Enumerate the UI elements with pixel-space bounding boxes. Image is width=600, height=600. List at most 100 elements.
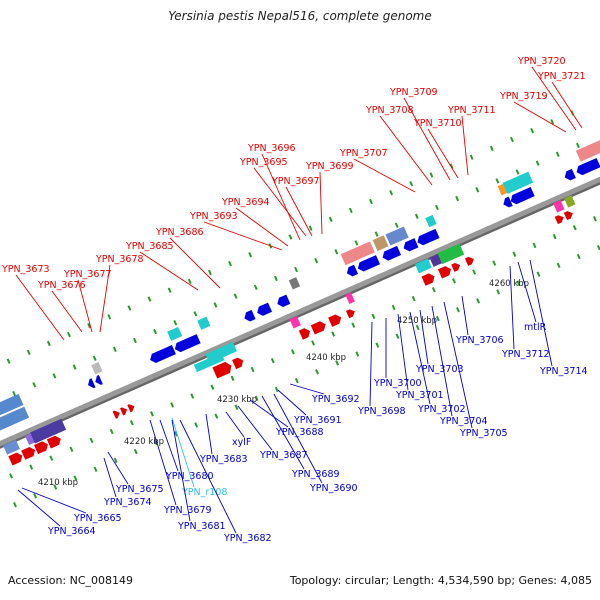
gene-block (205, 342, 237, 364)
gene-label: YPN_3679 (163, 505, 212, 516)
grid-dot (193, 311, 198, 317)
leader-line (99, 264, 111, 333)
grid-dot (187, 278, 192, 285)
gene-arrow (112, 410, 120, 419)
grid-dot (512, 251, 517, 257)
gene-arrow (357, 255, 381, 272)
blue-gene (244, 309, 256, 322)
grid-dot (374, 231, 379, 237)
grid-dot (254, 395, 259, 402)
leader-line (179, 419, 237, 534)
grid-dot (49, 455, 54, 461)
grid-dot (496, 289, 501, 295)
gene-block (167, 326, 183, 341)
grid-dot (113, 457, 118, 464)
red-gene (554, 215, 564, 225)
gene-label: YPN_3703 (415, 364, 464, 375)
gene-block (437, 243, 465, 265)
grid-dot (274, 386, 279, 393)
grid-dot (452, 278, 456, 284)
leader-line (237, 405, 273, 451)
grid-dot (469, 154, 474, 160)
gene-block (575, 139, 600, 162)
grid-dot (233, 293, 238, 299)
leader-line (261, 153, 301, 241)
grid-dot (308, 225, 313, 231)
gene-block (197, 316, 211, 330)
grid-dot (173, 320, 178, 326)
leader-line (531, 66, 577, 131)
tick-label: 4260 kbp (489, 279, 529, 289)
grid-dot (153, 328, 158, 335)
gene-label: YPN_3699 (305, 161, 354, 172)
grid-dot (475, 187, 480, 193)
leader-line (403, 97, 451, 181)
grid-dot (290, 349, 295, 355)
blue-gene (346, 264, 359, 277)
gene-label: YPN_3720 (517, 56, 566, 67)
blue-gene (417, 228, 440, 246)
grid-dot (414, 213, 419, 220)
grid-dot (147, 296, 152, 302)
red-gene (21, 447, 36, 460)
leader-line (253, 167, 307, 237)
gene-label: YPN_3676 (37, 280, 86, 291)
grid-dot (213, 302, 218, 308)
topology-text: Topology: circular; Length: 4,534,590 bp… (289, 574, 592, 587)
grid-dot (371, 313, 376, 320)
gene-arrow (150, 344, 176, 363)
leader-line (17, 489, 61, 527)
grid-dot (576, 253, 581, 260)
leader-line (159, 419, 179, 472)
gene-arrow (451, 262, 461, 272)
grid-dot (46, 340, 51, 347)
gene-block (414, 258, 432, 274)
grid-dot (129, 420, 134, 426)
gene-label: YPN_3680 (165, 471, 214, 482)
leader-line (461, 295, 469, 336)
red-gene (437, 266, 451, 279)
leader-line (77, 279, 93, 333)
blue-gene (150, 344, 176, 363)
gene-block (502, 171, 534, 194)
gene-label: YPN_3709 (389, 87, 438, 98)
gene-block (3, 439, 20, 455)
grid-dot (112, 346, 117, 353)
grid-dot (375, 342, 380, 348)
leader-line (289, 383, 325, 395)
grid-dot (556, 262, 561, 269)
leader-line (203, 221, 283, 251)
gene-arrow (127, 404, 135, 413)
grid-dot (288, 234, 293, 240)
red-gene (112, 410, 120, 419)
grid-dot (572, 224, 577, 231)
grid-dot (12, 390, 17, 397)
leader-line (235, 207, 289, 247)
gene-block (553, 200, 565, 213)
grid-dot (210, 384, 215, 390)
leader-line (443, 301, 473, 429)
grid-dot (492, 260, 497, 266)
grid-dot (133, 337, 137, 344)
grid-dot (431, 287, 436, 293)
grid-dot (32, 382, 37, 388)
gene-block (91, 361, 103, 375)
gene-arrow (345, 309, 355, 319)
gene-label: YPN_3698 (357, 406, 406, 417)
gene-label: YPN_3685 (125, 241, 174, 252)
grid-dot (550, 119, 555, 125)
gene-block (502, 171, 534, 194)
leader-line (379, 115, 433, 186)
gene-arrow (8, 452, 23, 466)
red-gene (34, 441, 48, 455)
grid-dot (311, 340, 315, 346)
leader-line (409, 311, 431, 405)
grid-dot (314, 257, 319, 264)
grid-dot (9, 473, 13, 479)
grid-dot (435, 315, 440, 322)
grid-dot (315, 369, 319, 375)
leader-line (319, 171, 323, 235)
grid-dot (6, 358, 11, 364)
blue-gene (257, 302, 273, 316)
